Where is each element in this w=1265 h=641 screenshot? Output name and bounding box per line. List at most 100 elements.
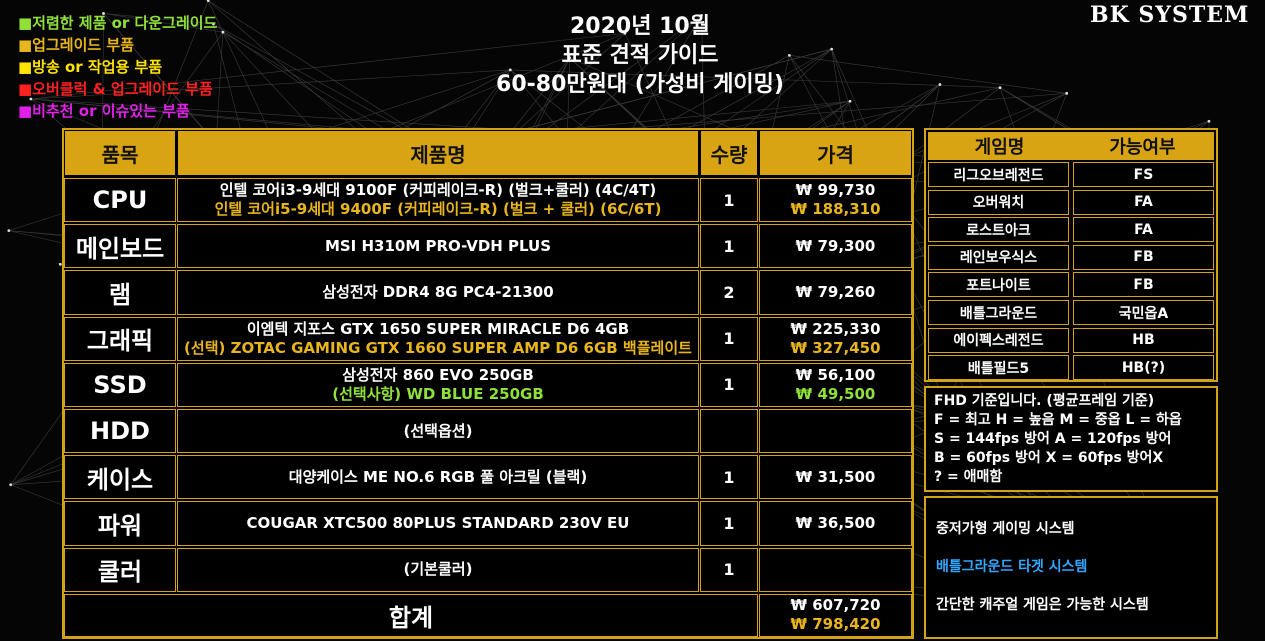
category-label: 쿨러	[97, 558, 143, 587]
product-cell: MSI H310M PRO-VDH PLUS	[177, 224, 699, 269]
quantity-value: 1	[723, 467, 735, 487]
game-availability: HB	[1073, 327, 1214, 353]
quantity-value: 1	[723, 560, 735, 580]
category-label: 그래픽	[86, 327, 154, 356]
product-name: (기본쿨러)	[403, 560, 473, 579]
product-cell: 삼성전자 DDR4 8G PC4-21300	[177, 270, 699, 315]
price-value: ₩ 31,500	[795, 467, 876, 486]
category-cell: 파워	[64, 501, 176, 546]
category-cell: 그래픽	[64, 316, 176, 361]
total-label-cell: 합계	[64, 593, 758, 637]
category-label: 메인보드	[75, 234, 165, 263]
quantity-value: 1	[723, 329, 735, 349]
price-alt-value: ₩ 327,450	[790, 338, 881, 357]
product-cell: COUGAR XTC500 80PLUS STANDARD 230V EU	[177, 501, 699, 546]
product-name: 이엠텍 지포스 GTX 1650 SUPER MIRACLE D6 4GB	[246, 319, 630, 338]
quantity-value: 2	[723, 282, 735, 302]
product-name: 삼성전자 860 EVO 250GB	[342, 365, 534, 384]
target-line: 배틀그라운드 타겟 시스템	[936, 559, 1088, 575]
price-cell: ₩ 36,500	[759, 501, 912, 546]
price-cell: ₩ 99,730 ₩ 188,310	[759, 178, 912, 223]
quantity-value: 1	[723, 236, 735, 256]
header-product: 제품명	[177, 130, 699, 176]
legend-item-label: ■비추천 or 이슈있는 부품	[18, 102, 190, 120]
product-cell: 삼성전자 860 EVO 250GB (선택사항) WD BLUE 250GB	[177, 362, 699, 407]
quantity-cell: 1	[700, 178, 758, 223]
product-name: 삼성전자 DDR4 8G PC4-21300	[322, 282, 554, 301]
product-alt-name: 인텔 코어i5-9세대 9400F (커피레이크-R) (벌크 + 쿨러) (6…	[214, 200, 662, 219]
title-date: 2020년 10월	[570, 14, 710, 39]
game-name: 리그오브레전드	[928, 162, 1069, 187]
game-row: 레인보우식스 FB	[928, 244, 1214, 270]
legend-item: ■저렴한 제품 or 다운그레이드	[18, 12, 217, 34]
game-availability: 국민옵A	[1073, 300, 1214, 325]
quantity-cell: 1	[700, 362, 758, 407]
game-performance-table: 게임명 가능여부 리그오브레전드 FS 오버워치 FA 로스트아크 FA 레인보우식스 FB 포…	[924, 128, 1218, 382]
game-availability: FS	[1073, 162, 1214, 187]
price-value: ₩ 56,100	[795, 365, 876, 384]
game-row: 포트나이트 FB	[928, 272, 1214, 298]
category-cell: CPU	[64, 178, 176, 223]
legend-item-label: ■오버클럭 & 업그레이드 부품	[18, 80, 213, 98]
game-name: 에이펙스레전드	[928, 327, 1069, 353]
product-cell: (기본쿨러)	[177, 547, 699, 592]
game-name: 레인보우식스	[928, 244, 1069, 270]
legend-item: ■방송 or 작업용 부품	[18, 56, 217, 78]
title-budget: 60-80만원대 (가성비 게이밍)	[496, 72, 784, 97]
price-alt-value: ₩ 188,310	[790, 200, 881, 219]
note-line: F = 최고 H = 높음 M = 중옵 L = 하옵	[934, 412, 1182, 428]
quantity-cell: 1	[700, 316, 758, 361]
product-cell: 이엠텍 지포스 GTX 1650 SUPER MIRACLE D6 4GB (선택…	[177, 316, 699, 361]
product-name: MSI H310M PRO-VDH PLUS	[324, 236, 552, 255]
product-alt-name: (선택사항) WD BLUE 250GB	[332, 384, 544, 403]
legend-item-label: ■업그레이드 부품	[18, 36, 134, 54]
product-cell: (선택옵션)	[177, 409, 699, 454]
total-label: 합계	[388, 603, 434, 632]
legend-item: ■업그레이드 부품	[18, 34, 217, 56]
product-name: 대양케이스 ME NO.6 RGB 풀 아크릴 (블랙)	[288, 467, 588, 486]
game-availability: FA	[1073, 189, 1214, 215]
game-name: 포트나이트	[928, 272, 1069, 298]
page-title: 2020년 10월 표준 견적 가이드 60-80만원대 (가성비 게이밍)	[380, 12, 900, 99]
price-cell	[759, 409, 912, 454]
header-product-label: 제품명	[410, 142, 466, 167]
price-value: ₩ 36,500	[795, 513, 876, 532]
note-line: B = 60fps 방어 X = 60fps 방어X	[934, 450, 1164, 466]
total-price-cell: ₩ 607,720 ₩ 798,420	[759, 593, 912, 637]
header-category: 품목	[64, 130, 176, 176]
game-availability: FB	[1073, 244, 1214, 270]
game-name: 배틀그라운드	[928, 300, 1069, 325]
total-price: ₩ 607,720	[790, 596, 881, 615]
performance-notes: FHD 기준입니다. (평균프레임 기준) F = 최고 H = 높음 M = 중…	[924, 386, 1218, 492]
game-row: 배틀그라운드 국민옵A	[928, 300, 1214, 325]
quantity-value: 1	[723, 190, 735, 210]
target-line: 중저가형 게이밍 시스템	[936, 521, 1075, 537]
price-cell	[759, 547, 912, 592]
game-availability: FA	[1073, 217, 1214, 243]
quantity-cell: 2	[700, 270, 758, 315]
legend-item-label: ■방송 or 작업용 부품	[18, 58, 163, 76]
header-qty: 수량	[700, 130, 758, 176]
total-price-alt: ₩ 798,420	[790, 615, 881, 634]
product-alt-name: (선택) ZOTAC GAMING GTX 1660 SUPER AMP D6 …	[184, 338, 692, 357]
category-cell: SSD	[64, 362, 176, 407]
header-availability: 가능여부	[1109, 137, 1176, 158]
price-value: ₩ 225,330	[790, 319, 881, 338]
price-cell: ₩ 79,300	[759, 224, 912, 269]
price-cell: ₩ 31,500	[759, 455, 912, 500]
note-line: S = 144fps 방어 A = 120fps 방어	[934, 431, 1172, 447]
parts-table: 품목 제품명 수량 가격 CPU 인텔 코어i3-9세대 9100F (커피레이크-R) …	[62, 128, 914, 639]
product-name: COUGAR XTC500 80PLUS STANDARD 230V EU	[246, 513, 630, 532]
category-label: 파워	[97, 511, 143, 540]
price-value: ₩ 99,730	[795, 181, 876, 200]
quantity-value: 1	[723, 513, 735, 533]
category-label: 램	[108, 280, 132, 309]
target-line: 간단한 캐주얼 게임은 가능한 시스템	[936, 597, 1149, 613]
legend-item: ■오버클럭 & 업그레이드 부품	[18, 78, 217, 100]
price-value: ₩ 79,260	[795, 282, 876, 301]
title-guide: 표준 견적 가이드	[561, 43, 719, 68]
header-qty-label: 수량	[710, 142, 748, 167]
header-game-name: 게임명	[974, 137, 1025, 158]
game-table-header: 게임명 가능여부	[928, 132, 1214, 160]
